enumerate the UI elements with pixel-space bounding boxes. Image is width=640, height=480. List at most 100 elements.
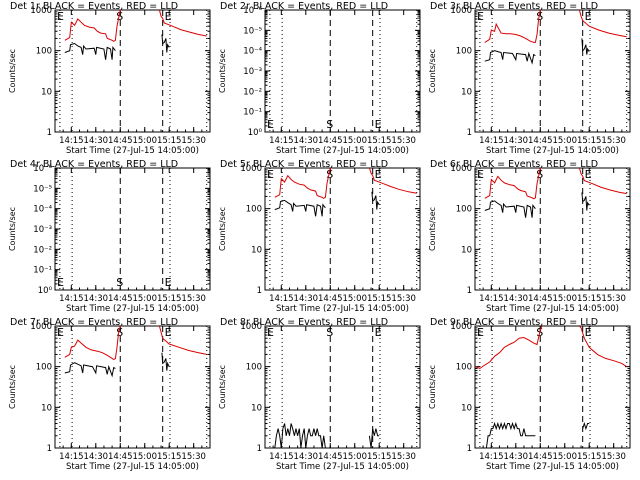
x-tick-label: 15:30: [391, 452, 416, 462]
x-tick-label: 15:30: [601, 452, 626, 462]
marker-S: S: [536, 10, 543, 23]
marker-E: E: [477, 168, 484, 181]
plot-frame: [474, 9, 631, 133]
x-tick-label: 14:30: [504, 294, 529, 304]
marker-E: E: [57, 10, 64, 23]
y-axis-label: Counts/sec: [8, 207, 17, 251]
x-tick-label: 14:45: [528, 294, 553, 304]
y-tick-label: 10⁰: [38, 286, 53, 296]
y-axis-label: Counts/sec: [8, 49, 17, 93]
x-tick-label: 15:00: [342, 136, 367, 146]
x-axis-label: Start Time (27-Jul-15 14:05:00): [66, 146, 199, 156]
y-axis-label: Counts/sec: [8, 365, 17, 409]
y-tick-label: 10: [461, 245, 472, 255]
lld-series-line: [484, 10, 542, 43]
plot-frame: [54, 325, 211, 449]
x-tick-label: 14:15: [59, 136, 84, 146]
marker-E: E: [585, 10, 592, 23]
marker-E: E: [165, 326, 172, 339]
x-tick-label: 14:15: [479, 452, 504, 462]
marker-S: S: [116, 276, 123, 289]
x-tick-label: 15:00: [132, 294, 157, 304]
y-tick-label: 100: [456, 205, 472, 215]
y-tick-label: 10⁻²: [33, 245, 52, 255]
y-tick-label: 10⁰: [248, 128, 263, 138]
lld-series-line: [64, 326, 122, 361]
lld-series-line: [579, 326, 627, 368]
y-axis-label: Counts/sec: [428, 207, 437, 251]
x-axis-label: Start Time (27-Jul-15 14:05:00): [276, 462, 409, 472]
marker-E: E: [57, 276, 64, 289]
x-tick-label: 14:45: [108, 136, 133, 146]
events-series-line: [368, 428, 380, 448]
detector-panel: Det 5r BLACK = Events, RED = LLD 1 10 100 10…: [218, 159, 421, 314]
x-tick-label: 15:15: [577, 136, 602, 146]
x-tick-label: 15:30: [181, 136, 206, 146]
marker-S: S: [536, 168, 543, 181]
y-tick-label: 1: [467, 286, 472, 296]
x-axis-label: Start Time (27-Jul-15 14:05:00): [486, 462, 619, 472]
plot-frame: [264, 167, 421, 291]
y-tick-label: 100: [456, 47, 472, 57]
y-axis-label: Counts/sec: [218, 207, 227, 251]
x-tick-label: 15:00: [552, 136, 577, 146]
y-tick-label: 1000: [450, 6, 472, 16]
x-axis-label: Start Time (27-Jul-15 14:05:00): [276, 304, 409, 314]
y-tick-label: 10⁻³: [243, 67, 262, 77]
y-tick-label: 1000: [240, 322, 262, 332]
x-tick-label: 14:30: [294, 136, 319, 146]
events-series-line: [64, 42, 116, 60]
plot-frame: [264, 9, 421, 133]
lld-series-line: [64, 10, 122, 42]
events-series-line: [274, 199, 326, 217]
events-series-line: [581, 192, 590, 211]
plot-frame: [54, 167, 211, 291]
y-tick-label: 100: [456, 363, 472, 373]
x-tick-label: 14:15: [269, 136, 294, 146]
lld-series-line: [475, 326, 543, 370]
events-series-line: [484, 200, 536, 218]
lld-series-line: [274, 168, 332, 199]
y-tick-label: 10⁻⁵: [243, 26, 262, 36]
y-tick-label: 100: [36, 47, 52, 57]
x-tick-label: 15:30: [601, 136, 626, 146]
x-tick-label: 14:30: [84, 136, 109, 146]
y-tick-label: 1: [257, 444, 262, 454]
detector-panel: Det 7r BLACK = Events, RED = LLD 1 10 100 10…: [8, 317, 211, 472]
x-tick-label: 14:30: [504, 136, 529, 146]
y-tick-label: 10: [251, 403, 262, 413]
y-tick-label: 10⁻⁵: [33, 184, 52, 194]
events-series-line: [64, 362, 116, 378]
x-tick-label: 14:45: [318, 294, 343, 304]
marker-E: E: [375, 326, 382, 339]
marker-E: E: [477, 326, 484, 339]
x-tick-label: 14:45: [528, 136, 553, 146]
y-tick-label: 1: [467, 444, 472, 454]
plot-frame: [474, 167, 631, 291]
plot-frame: [54, 9, 211, 133]
y-tick-label: 10⁻³: [33, 225, 52, 235]
x-tick-label: 14:45: [528, 452, 553, 462]
y-tick-label: 1000: [450, 164, 472, 174]
detector-panel: Det 1r BLACK = Events, RED = LLD 1 10 100 10…: [8, 1, 211, 156]
panel-title: Det 5r BLACK = Events, RED = LLD: [220, 159, 388, 170]
x-tick-label: 15:00: [552, 452, 577, 462]
lld-series-line: [158, 10, 207, 37]
x-tick-label: 15:15: [367, 136, 392, 146]
marker-S: S: [116, 326, 123, 339]
y-tick-label: 1000: [240, 164, 262, 174]
panel-title: Det 8r BLACK = Events, RED = LLD: [220, 317, 388, 328]
x-tick-label: 15:30: [391, 136, 416, 146]
marker-E: E: [477, 10, 484, 23]
x-tick-label: 15:00: [552, 294, 577, 304]
y-tick-label: 100: [36, 363, 52, 373]
x-tick-label: 14:15: [479, 294, 504, 304]
x-tick-label: 14:15: [59, 452, 84, 462]
y-tick-label: 10: [41, 403, 52, 413]
y-tick-label: 10⁻⁴: [243, 47, 262, 57]
x-tick-label: 15:00: [132, 136, 157, 146]
events-series-line: [161, 352, 170, 371]
y-axis-label: Counts/sec: [428, 49, 437, 93]
panel-title: Det 7r BLACK = Events, RED = LLD: [10, 317, 178, 328]
